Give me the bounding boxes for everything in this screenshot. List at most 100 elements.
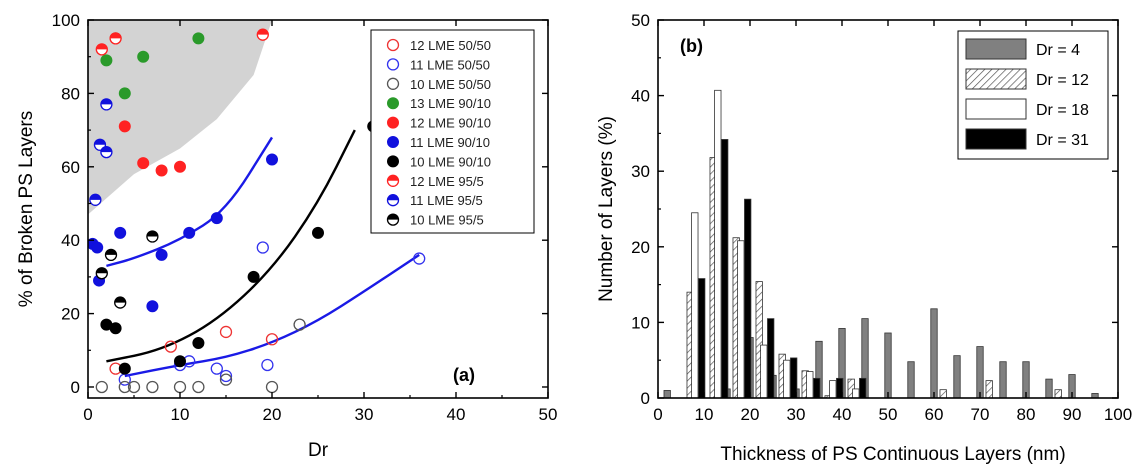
data-point bbox=[137, 157, 150, 170]
data-point bbox=[210, 362, 223, 375]
data-point bbox=[100, 54, 113, 67]
legend-label: 12 LME 90/10 bbox=[410, 116, 491, 131]
plot-area-b bbox=[663, 89, 1099, 399]
data-point bbox=[219, 369, 233, 383]
legend-label: 10 LME 90/10 bbox=[410, 154, 491, 169]
legend-label: 10 LME 95/5 bbox=[410, 213, 484, 228]
data-point bbox=[256, 241, 269, 254]
y-tick-label: 80 bbox=[61, 84, 80, 103]
bar bbox=[999, 361, 1007, 399]
marker-half-fill bbox=[146, 231, 158, 237]
bar bbox=[976, 346, 984, 399]
data-point bbox=[266, 153, 278, 166]
legend-label: 10 LME 50/50 bbox=[410, 77, 491, 92]
bar bbox=[760, 344, 768, 399]
y-axis-label-a: % of Broken PS Layers bbox=[16, 111, 37, 307]
legend-marker bbox=[386, 38, 400, 52]
legend-swatch bbox=[965, 68, 1027, 90]
y-tick-label: 20 bbox=[61, 305, 80, 324]
bar bbox=[852, 388, 860, 399]
bar bbox=[930, 308, 938, 399]
bar bbox=[714, 89, 722, 399]
y-tick-label: 0 bbox=[71, 378, 80, 397]
x-tick-label: 40 bbox=[833, 405, 852, 424]
x-tick-label: 20 bbox=[263, 405, 282, 424]
data-point bbox=[89, 193, 102, 206]
data-point bbox=[114, 226, 127, 239]
legend-label: 13 LME 90/10 bbox=[410, 96, 491, 111]
legend-label: Dr = 18 bbox=[1036, 102, 1089, 119]
data-point bbox=[146, 230, 159, 243]
bar bbox=[698, 278, 706, 399]
marker-half-fill bbox=[100, 146, 112, 153]
legend-label: Dr = 4 bbox=[1036, 42, 1080, 59]
bar bbox=[790, 357, 798, 399]
data-point bbox=[118, 362, 131, 375]
data-point bbox=[219, 373, 233, 386]
legend-b: Dr = 4 Dr = 12 Dr = 18 Dr = 31 bbox=[957, 30, 1109, 160]
data-point bbox=[100, 98, 113, 111]
x-tick-label: 30 bbox=[787, 405, 806, 424]
legend-label: 11 LME 95/5 bbox=[410, 193, 483, 208]
data-point bbox=[256, 28, 269, 41]
data-point bbox=[413, 252, 426, 265]
x-tick-label: 80 bbox=[1017, 405, 1036, 424]
chart-panel-a: 0 10 20 30 40 50 0 20 40 60 80 100 12 LME 50/50 11 L… bbox=[16, 11, 557, 461]
x-tick-label: 20 bbox=[741, 405, 760, 424]
bar bbox=[1054, 389, 1062, 399]
trend-line-3 bbox=[124, 253, 420, 378]
y-tick-label: 40 bbox=[631, 87, 650, 106]
marker-half-fill bbox=[387, 175, 399, 181]
data-point bbox=[104, 248, 118, 262]
data-point bbox=[137, 50, 150, 63]
bar bbox=[806, 371, 814, 399]
x-tick-label: 0 bbox=[653, 405, 662, 424]
marker-half-fill bbox=[94, 139, 106, 145]
data-point bbox=[95, 380, 108, 394]
legend-a: 12 LME 50/50 11 LME 50/50 10 LME 50/50 13 L… bbox=[370, 29, 535, 234]
data-point bbox=[192, 336, 205, 349]
data-point bbox=[100, 145, 113, 159]
shaded-region bbox=[88, 20, 272, 215]
bar bbox=[907, 361, 915, 399]
data-point bbox=[155, 164, 168, 177]
legend-marker bbox=[386, 77, 400, 90]
x-tick-label: 50 bbox=[539, 405, 558, 424]
trend-line-2 bbox=[106, 129, 356, 363]
bar bbox=[663, 390, 671, 399]
data-point bbox=[247, 270, 260, 283]
data-point bbox=[219, 325, 233, 339]
data-point bbox=[95, 267, 108, 280]
legend-swatch bbox=[965, 98, 1027, 120]
bar bbox=[737, 240, 745, 399]
data-point bbox=[127, 380, 141, 394]
chart-panel-b: 0 10 20 30 40 50 60 70 80 90 100 0 10 20 30 40 50 Dr = 4… bbox=[596, 11, 1132, 465]
data-point bbox=[146, 380, 159, 394]
bar bbox=[744, 198, 752, 399]
y-tick-label: 40 bbox=[61, 231, 80, 250]
bar bbox=[1045, 378, 1053, 399]
legend-marker bbox=[386, 213, 400, 226]
data-point bbox=[155, 248, 168, 261]
data-point bbox=[118, 87, 131, 100]
x-tick-label: 50 bbox=[879, 405, 898, 424]
legend-label: 11 LME 50/50 bbox=[410, 57, 490, 72]
marker-half-fill bbox=[105, 249, 117, 255]
data-point bbox=[265, 380, 279, 394]
data-point bbox=[146, 300, 159, 313]
legend-label: Dr = 12 bbox=[1036, 72, 1089, 89]
data-point bbox=[118, 120, 131, 133]
data-point bbox=[174, 355, 186, 368]
bar bbox=[884, 332, 892, 399]
legend-label: 12 LME 50/50 bbox=[410, 38, 491, 53]
bar bbox=[721, 139, 729, 399]
y-tick-label: 50 bbox=[631, 11, 650, 30]
data-point bbox=[109, 322, 122, 335]
marker-half-fill bbox=[96, 43, 108, 50]
marker-half-fill bbox=[96, 267, 108, 274]
bar bbox=[691, 212, 699, 399]
marker-half-fill bbox=[89, 194, 101, 200]
y-axis-label-b: Number of Layers (%) bbox=[596, 116, 617, 302]
y-tick-label: 60 bbox=[61, 158, 80, 177]
data-point bbox=[293, 318, 306, 331]
